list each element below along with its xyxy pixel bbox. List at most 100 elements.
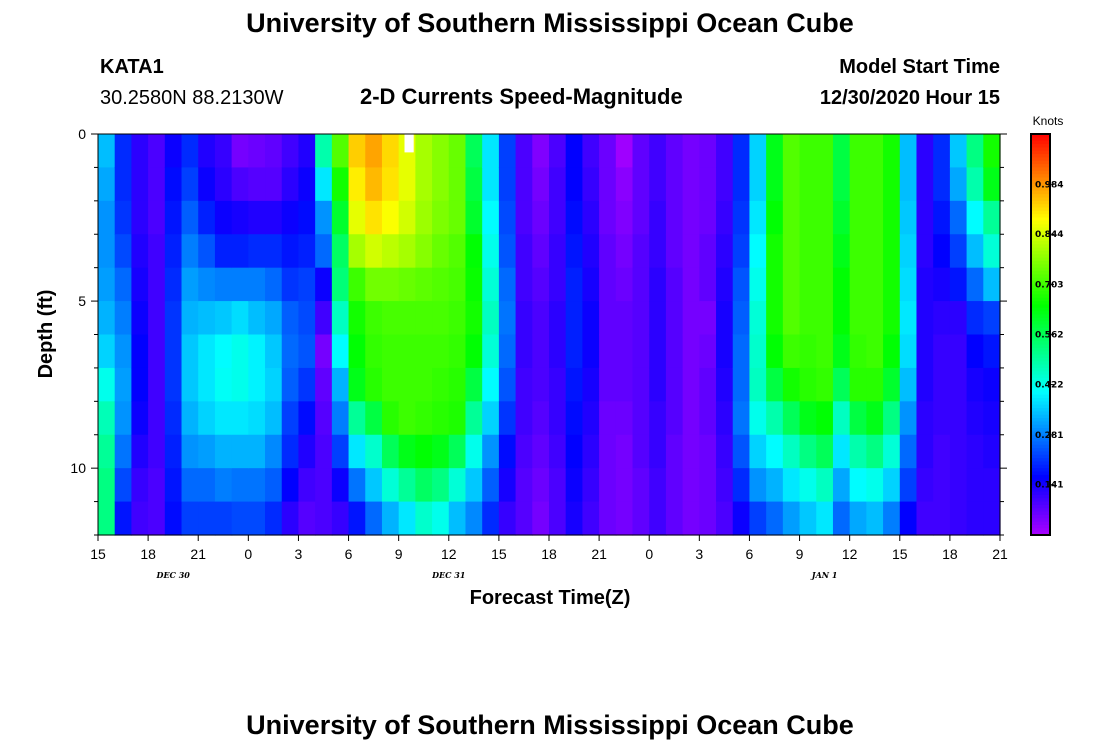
heatmap-cell <box>164 334 183 369</box>
heatmap-cell <box>415 501 433 536</box>
heatmap-cell <box>582 267 600 302</box>
heatmap-cell <box>515 434 533 469</box>
colorbar-segment <box>1031 227 1050 232</box>
heatmap-cell <box>181 401 199 436</box>
heatmap-cells <box>98 134 1001 536</box>
heatmap-cell <box>916 468 934 503</box>
heatmap-cell <box>933 267 951 302</box>
heatmap-cell <box>231 367 249 402</box>
heatmap-cell <box>632 267 650 302</box>
heatmap-cell <box>866 200 884 235</box>
heatmap-cell <box>565 367 583 402</box>
heatmap-cell <box>532 234 550 269</box>
heatmap-cell <box>315 134 333 169</box>
heatmap-cell <box>766 401 784 436</box>
heatmap-cell <box>198 401 216 436</box>
colorbar-segment <box>1031 354 1050 359</box>
heatmap-cell <box>832 200 851 235</box>
colorbar-segment <box>1031 484 1050 489</box>
heatmap-cell <box>331 267 350 302</box>
colorbar-segment <box>1031 518 1050 523</box>
heatmap-cell <box>732 401 751 436</box>
heatmap-cell <box>649 334 667 369</box>
heatmap-cell <box>766 267 784 302</box>
heatmap-cell <box>883 334 901 369</box>
heatmap-cell <box>632 501 650 536</box>
colorbar-unit: Knots <box>1033 114 1064 128</box>
heatmap-cell <box>381 334 400 369</box>
heatmap-cell <box>665 134 684 169</box>
colorbar-segment <box>1031 524 1050 529</box>
heatmap-cell <box>482 367 500 402</box>
colorbar-segment <box>1031 361 1050 366</box>
heatmap-cell <box>849 134 867 169</box>
colorbar-segment <box>1031 220 1050 225</box>
heatmap-cell <box>331 501 350 536</box>
colorbar-segment <box>1031 180 1050 185</box>
heatmap-cell <box>465 134 483 169</box>
colorbar-segment <box>1031 234 1050 239</box>
heatmap-cell <box>131 234 149 269</box>
heatmap-cell <box>949 434 968 469</box>
heatmap-cell <box>966 134 984 169</box>
heatmap-cell <box>348 434 366 469</box>
heatmap-cell <box>448 434 467 469</box>
heatmap-cell <box>398 334 416 369</box>
heatmap-cell <box>582 367 600 402</box>
heatmap-cell <box>933 167 951 202</box>
heatmap-cell <box>482 134 500 169</box>
heatmap-cell <box>933 468 951 503</box>
heatmap-cell <box>732 134 751 169</box>
heatmap-cell <box>365 334 383 369</box>
heatmap-cell <box>565 301 583 336</box>
heatmap-cell <box>498 401 517 436</box>
heatmap-cell <box>565 134 583 169</box>
heatmap-cell <box>482 434 500 469</box>
heatmap-cell <box>231 334 249 369</box>
heatmap-cell <box>899 501 918 536</box>
heatmap-cell <box>98 468 116 503</box>
heatmap-cell <box>615 334 634 369</box>
heatmap-cell <box>181 267 199 302</box>
heatmap-cell <box>198 200 216 235</box>
heatmap-cell <box>214 367 233 402</box>
x-tick-label: 6 <box>345 546 353 562</box>
heatmap-cell <box>231 468 249 503</box>
colorbar-segment <box>1031 404 1050 409</box>
heatmap-cell <box>615 468 634 503</box>
heatmap-cell <box>515 468 533 503</box>
heatmap-cell <box>916 167 934 202</box>
heatmap-cell <box>532 167 550 202</box>
heatmap-cell <box>665 267 684 302</box>
colorbar-segment <box>1031 164 1050 169</box>
colorbar-segment <box>1031 514 1050 519</box>
heatmap-cell <box>465 200 483 235</box>
heatmap-cell <box>549 468 567 503</box>
heatmap-cell <box>415 134 433 169</box>
heatmap-cell <box>98 401 116 436</box>
heatmap-cell <box>331 434 350 469</box>
heatmap-cell <box>248 167 266 202</box>
colorbar-segment <box>1031 230 1050 235</box>
heatmap-cell <box>515 334 533 369</box>
y-axis-label: Depth (ft) <box>35 290 57 379</box>
heatmap-cell <box>933 200 951 235</box>
heatmap-cell <box>265 334 283 369</box>
heatmap-cell <box>782 167 801 202</box>
heatmap-cell <box>164 267 183 302</box>
heatmap-cell <box>148 167 166 202</box>
heatmap-cell <box>131 468 149 503</box>
heatmap-cell <box>582 468 600 503</box>
heatmap-cell <box>298 234 316 269</box>
colorbar-segment <box>1031 250 1050 255</box>
heatmap-cell <box>181 167 199 202</box>
heatmap-cell <box>348 401 366 436</box>
heatmap-cell <box>365 401 383 436</box>
heatmap-cell <box>448 468 467 503</box>
heatmap-cell <box>665 401 684 436</box>
heatmap-cell <box>432 234 450 269</box>
heatmap-cell <box>231 267 249 302</box>
heatmap-cell <box>381 468 400 503</box>
x-tick-label: 3 <box>295 546 303 562</box>
y-tick-label: 0 <box>78 126 86 142</box>
